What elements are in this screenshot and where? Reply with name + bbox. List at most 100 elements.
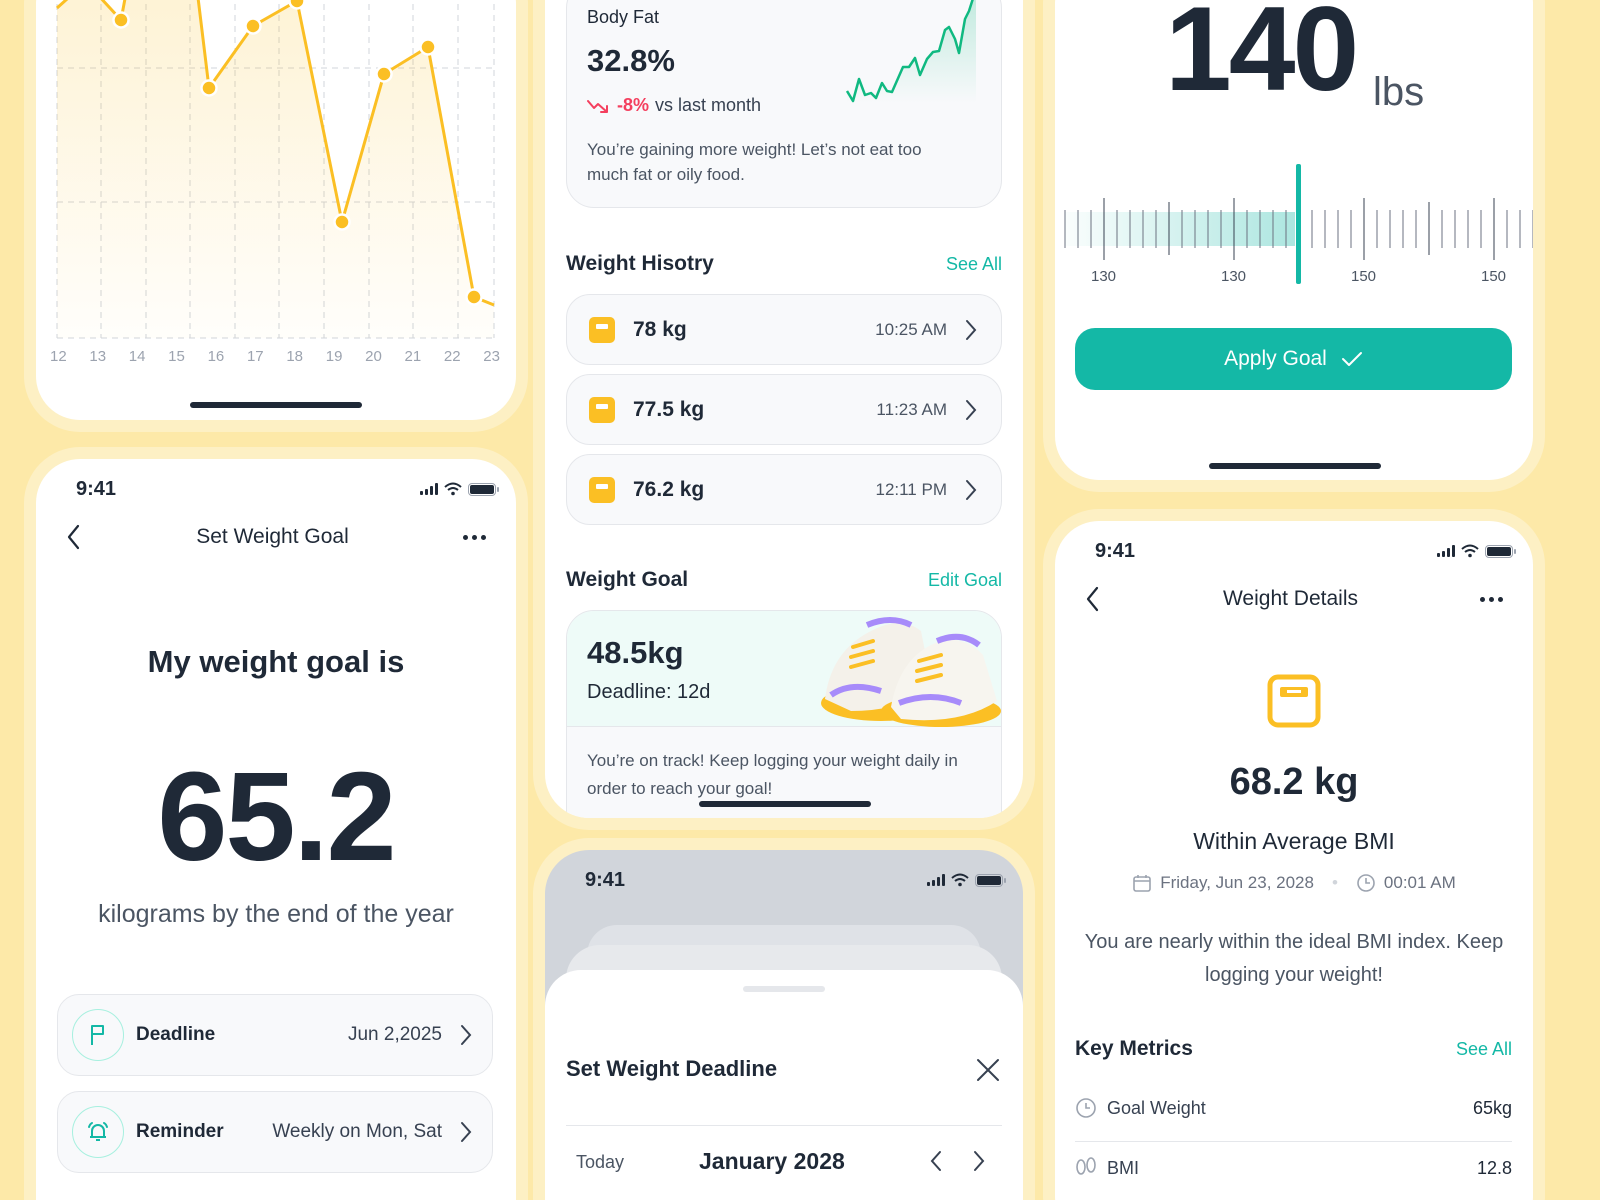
flag-icon xyxy=(72,1009,124,1061)
wifi-icon xyxy=(1461,544,1479,558)
footprints-icon xyxy=(1076,1157,1096,1175)
metric-value: 65kg xyxy=(1472,1097,1512,1118)
more-icon[interactable] xyxy=(463,534,486,540)
back-icon[interactable] xyxy=(66,524,82,550)
weight-history-title: Weight Hisotry xyxy=(566,252,714,275)
metric-name: BMI xyxy=(1107,1157,1140,1178)
body-fat-card: Body Fat 32.8% -8% vs last month You’re … xyxy=(566,0,1002,208)
x-label: 17 xyxy=(246,348,264,365)
history-row[interactable]: 78 kg 10:25 AM xyxy=(566,294,1002,365)
deadline-value: Jun 2,2025 xyxy=(347,1024,442,1045)
back-icon[interactable] xyxy=(1085,586,1101,612)
x-label: 19 xyxy=(325,348,343,365)
home-indicator xyxy=(1209,463,1381,469)
home-indicator xyxy=(699,801,871,807)
body-fat-change-suffix: vs last month xyxy=(655,95,762,115)
metric-name: Goal Weight xyxy=(1107,1097,1206,1118)
body-fat-message: You’re gaining more weight! Let’s not ea… xyxy=(587,140,922,184)
metric-row[interactable]: Goal Weight 65kg xyxy=(1075,1097,1512,1119)
body-fat-change: -8% xyxy=(617,95,650,115)
status-bar: 9:41 xyxy=(545,860,1023,900)
prev-month-icon[interactable] xyxy=(929,1150,943,1172)
status-time: 9:41 xyxy=(585,868,626,891)
body-fat-value: 32.8% xyxy=(587,43,675,78)
history-row[interactable]: 77.5 kg 11:23 AM xyxy=(566,374,1002,445)
trend-down-icon xyxy=(587,99,608,113)
deadline-bottom-sheet: Set Weight Deadline Today January 2028 xyxy=(545,970,1023,1200)
weight-time: 00:01 AM xyxy=(1383,873,1456,892)
goal-weight-value: 48.5kg xyxy=(587,635,684,670)
next-month-icon[interactable] xyxy=(972,1150,986,1172)
key-metrics-see-all[interactable]: See All xyxy=(1455,1039,1512,1059)
sneakers-illustration xyxy=(821,617,1001,727)
scale-icon xyxy=(589,396,615,423)
weight-chart-screen: 12 13 14 15 16 17 18 19 20 21 22 23 xyxy=(36,0,516,420)
ruler-tick-label: 130 xyxy=(1091,268,1117,285)
status-bar: 9:41 xyxy=(36,469,516,509)
more-icon[interactable] xyxy=(1479,596,1503,602)
x-label: 13 xyxy=(89,348,107,365)
weight-history-see-all[interactable]: See All xyxy=(945,254,1002,274)
weight-date: Friday, Jun 23, 2028 xyxy=(1160,873,1314,892)
x-label: 16 xyxy=(207,348,225,365)
check-icon xyxy=(1341,352,1362,366)
nav-bar: Weight Details xyxy=(1055,581,1533,617)
x-axis-labels: 12 13 14 15 16 17 18 19 20 21 22 23 xyxy=(50,348,500,365)
wifi-icon xyxy=(951,873,969,887)
chevron-right-icon xyxy=(461,1122,472,1142)
x-label: 22 xyxy=(443,348,461,365)
x-label: 12 xyxy=(50,348,67,365)
weight-line-chart xyxy=(55,0,495,339)
bmi-status: Within Average BMI xyxy=(1193,828,1395,854)
weight-timestamp: Friday, Jun 23, 2028 • 00:01 AM xyxy=(1055,873,1533,893)
sheet-drag-handle[interactable] xyxy=(743,986,825,992)
goal-value[interactable]: 65.2 xyxy=(157,746,396,887)
nav-title: Weight Details xyxy=(1222,587,1358,610)
battery-icon xyxy=(468,482,499,496)
weight-picker-screen: 140 lbs 130 130 150 150 Apply Goal xyxy=(1055,0,1533,480)
x-label: 23 xyxy=(483,348,500,365)
metric-value: 12.8 xyxy=(1476,1157,1512,1178)
history-row[interactable]: 76.2 kg 12:11 PM xyxy=(566,454,1002,525)
x-label: 20 xyxy=(365,348,382,365)
scale-icon xyxy=(589,316,615,343)
nav-bar: Set Weight Goal xyxy=(36,519,516,555)
weight-ruler-slider[interactable] xyxy=(1055,160,1533,300)
close-icon[interactable] xyxy=(976,1058,1000,1082)
battery-icon xyxy=(1485,544,1516,558)
sheet-title: Set Weight Deadline xyxy=(566,1056,778,1081)
history-time: 12:11 PM xyxy=(875,479,947,499)
clock-icon xyxy=(1076,1098,1096,1118)
history-weight: 77.5 kg xyxy=(633,397,705,421)
home-indicator xyxy=(190,402,362,408)
goal-message: You’re on track! Keep logging your weigh… xyxy=(587,751,958,798)
set-weight-goal-screen: 9:41 Set Weight Goal My weight goal is 6… xyxy=(36,459,516,1200)
weight-value: 68.2 kg xyxy=(1229,761,1359,803)
chevron-right-icon xyxy=(966,479,977,500)
goal-deadline: Deadline: 12d xyxy=(587,681,711,703)
wifi-icon xyxy=(444,482,462,496)
edit-goal-link[interactable]: Edit Goal xyxy=(927,570,1002,590)
weight-goal-title: Weight Goal xyxy=(566,568,689,591)
scale-icon xyxy=(1267,674,1321,728)
battery-icon xyxy=(975,873,1006,887)
signal-icon xyxy=(1437,545,1455,557)
deadline-row[interactable]: Deadline Jun 2,2025 xyxy=(57,994,493,1076)
bmi-message: You are nearly within the ideal BMI inde… xyxy=(1084,931,1504,986)
divider xyxy=(566,1125,1002,1126)
bell-icon xyxy=(72,1106,124,1158)
goal-heading: My weight goal is xyxy=(147,644,405,679)
status-bar: 9:41 xyxy=(1055,531,1533,571)
apply-goal-label: Apply Goal xyxy=(1224,347,1327,370)
history-weight: 78 kg xyxy=(633,317,687,341)
reminder-row[interactable]: Reminder Weekly on Mon, Sat xyxy=(57,1091,493,1173)
today-button[interactable]: Today xyxy=(576,1152,625,1172)
metric-row[interactable]: BMI 12.8 xyxy=(1075,1157,1512,1179)
chevron-right-icon xyxy=(966,399,977,420)
apply-goal-button[interactable]: Apply Goal xyxy=(1075,328,1512,390)
clock-icon xyxy=(1357,874,1375,892)
status-time: 9:41 xyxy=(1095,539,1136,562)
weight-unit: lbs xyxy=(1373,70,1425,114)
month-label: January 2028 xyxy=(699,1148,845,1174)
ruler-tick-label: 150 xyxy=(1481,268,1507,285)
